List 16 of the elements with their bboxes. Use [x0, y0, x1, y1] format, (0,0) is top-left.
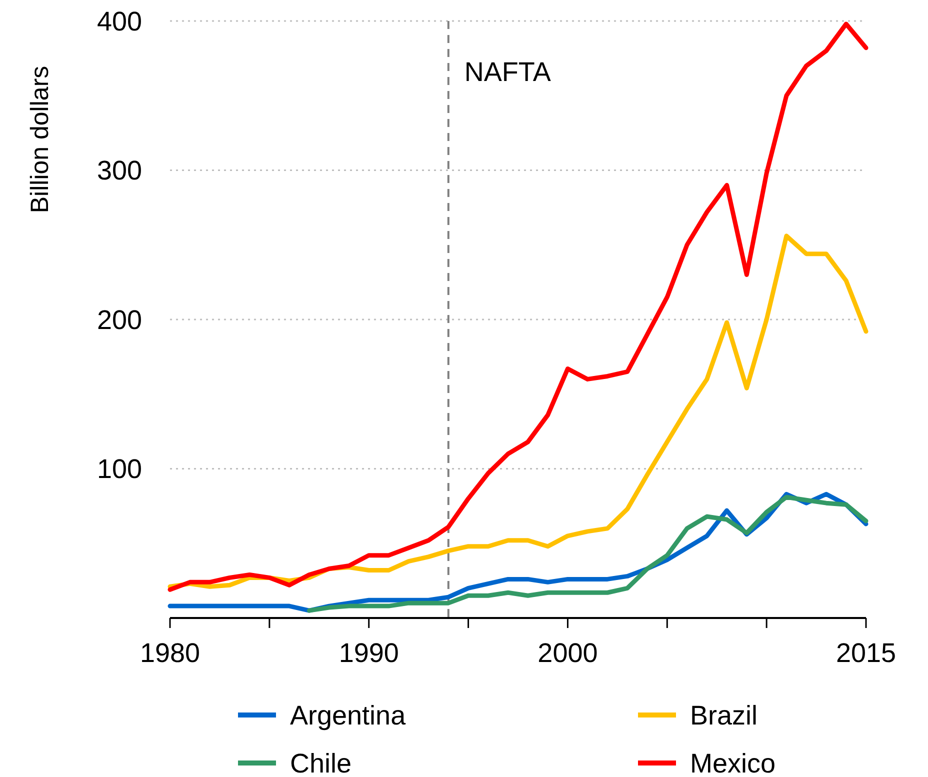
x-tick-label: 1980	[140, 638, 200, 668]
legend-label: Chile	[290, 748, 352, 777]
y-tick-label: 300	[96, 156, 142, 186]
x-tick-label: 2015	[836, 638, 896, 668]
y-tick-label: 400	[96, 6, 142, 36]
legend-label: Argentina	[290, 700, 407, 730]
y-axis-title: Billion dollars	[26, 66, 54, 214]
ref-line-label: NAFTA	[464, 57, 551, 87]
y-tick-label: 100	[96, 454, 142, 484]
x-tick-label: 2000	[538, 638, 598, 668]
legend-label: Mexico	[690, 748, 776, 777]
line-series	[168, 22, 868, 592]
y-tick-label: 200	[96, 304, 142, 335]
x-tick-label: 1990	[338, 638, 399, 668]
line-series	[306, 494, 868, 613]
legend-label: Brazil	[690, 700, 758, 730]
